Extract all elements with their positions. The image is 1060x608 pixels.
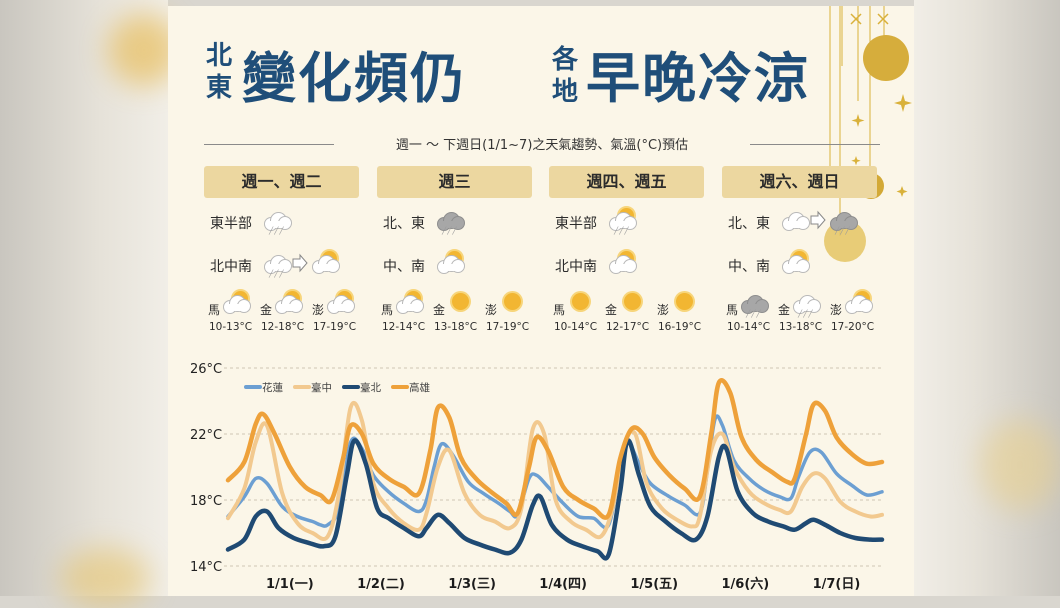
island-name: 金 (605, 303, 618, 317)
period-header: 週四、週五 (549, 166, 704, 198)
temperature-trend-chart: 14°C 18°C 22°C 26°C 1/1(一) 1/2(二) 1/3(三) 1/4(四)… (190, 362, 885, 592)
partly-sunny-rain-icon: ╱╱╱ (607, 207, 637, 235)
y-tick-label: 26°C (190, 362, 222, 377)
headline-right-small-2: 地 (551, 77, 578, 107)
period-header: 週一、週二 (204, 166, 359, 198)
island-temperature: 12-14°C (382, 321, 426, 333)
partly-sunny-icon (607, 250, 637, 276)
island-name: 澎 (657, 303, 670, 317)
island-temperature: 10-14°C (727, 321, 771, 333)
period-header: 週六、週日 (722, 166, 877, 198)
x-tick-label: 1/5(五) (630, 577, 678, 592)
island-temperature: 17-19°C (313, 321, 357, 333)
island-name: 馬 (726, 303, 739, 317)
island-name: 馬 (553, 303, 566, 317)
arrow-right-icon (292, 250, 308, 276)
region-label: 北、東 (728, 216, 770, 232)
weather-infographic-card: 北 東 變化頻仍 各 地 早晚冷涼 週一 ～ 下週日(1/1~7)之天氣趨勢、氣… (168, 6, 914, 596)
sunny-icon (566, 290, 596, 316)
partly-sunny-icon (310, 250, 340, 276)
subtitle-rule-left (204, 144, 334, 145)
x-tick-label: 1/1(一) (266, 577, 314, 592)
x-tick-label: 1/7(日) (813, 577, 861, 592)
island-temperature: 12-18°C (261, 321, 305, 333)
region-label: 中、南 (728, 259, 770, 275)
legend-label: 臺北 (360, 381, 381, 394)
island-name: 澎 (485, 303, 498, 317)
island-name: 金 (433, 303, 446, 317)
legend-label: 高雄 (409, 381, 430, 394)
partly-sunny-icon (780, 250, 810, 276)
arrow-right-icon (810, 207, 826, 233)
region-label: 北中南 (555, 259, 597, 275)
sunny-icon (670, 290, 700, 316)
rain-cloud-icon: ╱╱╱ (262, 207, 292, 235)
rain-cloud-icon: ╱╱╱ (262, 250, 292, 278)
x-tick-label: 1/2(二) (357, 577, 405, 592)
island-temperature: 17-20°C (831, 321, 875, 333)
headline-left-small-2: 東 (205, 73, 232, 103)
subtitle-row: 週一 ～ 下週日(1/1~7)之天氣趨勢、氣溫(°C)預估 (204, 134, 880, 154)
headline-right-big: 早晚冷涼 (586, 47, 810, 110)
headline-left-big: 變化頻仍 (242, 47, 466, 110)
partly-sunny-icon (843, 290, 873, 316)
y-tick-label: 18°C (190, 494, 222, 509)
island-temperature: 12-17°C (606, 321, 650, 333)
x-tick-label: 1/4(四) (539, 577, 587, 592)
background-right-blur (914, 0, 1060, 596)
region-label: 中、南 (383, 259, 425, 275)
headline-right-small-1: 各 (551, 45, 578, 75)
dark-rain-cloud-icon: ╱╱╱ (828, 207, 858, 235)
series-line-kaohsiung (225, 377, 885, 520)
island-temperature: 10-13°C (209, 321, 253, 333)
dark-rain-cloud-icon: ╱╱╱ (435, 207, 465, 235)
cloud-icon (780, 207, 810, 233)
island-temperature: 13-18°C (434, 321, 478, 333)
subtitle-rule-right (750, 144, 880, 145)
x-tick-label: 1/6(六) (721, 576, 769, 592)
partly-sunny-icon (435, 250, 465, 276)
island-name: 金 (260, 303, 273, 317)
island-temperature: 16-19°C (658, 321, 702, 333)
region-label: 東半部 (555, 216, 597, 232)
region-label: 東半部 (210, 216, 252, 232)
island-temperature: 10-14°C (554, 321, 598, 333)
dark-rain-cloud-icon: ╱╱╱ (739, 290, 769, 318)
legend-label: 花蓮 (262, 381, 283, 394)
x-tick-label: 1/3(三) (448, 577, 496, 592)
island-name: 馬 (381, 303, 394, 317)
blurred-gold-ornament-right (980, 420, 1060, 510)
region-label: 北、東 (383, 216, 425, 232)
period-header: 週三 (377, 166, 532, 198)
partly-sunny-icon (221, 290, 251, 316)
partly-sunny-icon (394, 290, 424, 316)
y-tick-label: 14°C (190, 560, 222, 575)
background-left-blur (0, 0, 168, 596)
partly-sunny-icon (325, 290, 355, 316)
partly-sunny-icon (273, 290, 303, 316)
blurred-gold-ornament-bottom-left (60, 548, 150, 608)
island-name: 澎 (830, 303, 843, 317)
headline-left-small-1: 北 (205, 41, 232, 71)
subtitle: 週一 ～ 下週日(1/1~7)之天氣趨勢、氣溫(°C)預估 (395, 138, 689, 153)
rain-cloud-icon: ╱╱╱ (791, 290, 821, 318)
sunny-icon (498, 290, 528, 316)
series-line-taipei (225, 438, 885, 561)
legend-label: 臺中 (311, 381, 332, 394)
island-temperature: 13-18°C (779, 321, 823, 333)
island-name: 馬 (208, 303, 221, 317)
island-temperature: 17-19°C (486, 321, 530, 333)
island-name: 金 (778, 303, 791, 317)
region-label: 北中南 (210, 259, 252, 275)
y-tick-label: 22°C (190, 428, 222, 443)
island-name: 澎 (312, 303, 325, 317)
sunny-icon (618, 290, 648, 316)
sunny-icon (446, 290, 476, 316)
